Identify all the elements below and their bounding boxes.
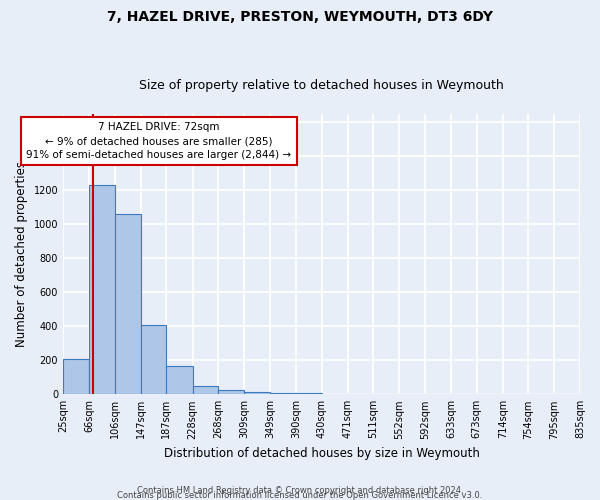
Bar <box>63 360 89 394</box>
Bar <box>193 386 218 394</box>
Bar <box>270 393 296 394</box>
Text: 7, HAZEL DRIVE, PRESTON, WEYMOUTH, DT3 6DY: 7, HAZEL DRIVE, PRESTON, WEYMOUTH, DT3 6… <box>107 10 493 24</box>
X-axis label: Distribution of detached houses by size in Weymouth: Distribution of detached houses by size … <box>164 447 479 460</box>
Bar <box>244 392 270 394</box>
Y-axis label: Number of detached properties: Number of detached properties <box>15 161 28 347</box>
Title: Size of property relative to detached houses in Weymouth: Size of property relative to detached ho… <box>139 79 504 92</box>
Bar <box>89 186 115 394</box>
Text: 7 HAZEL DRIVE: 72sqm
← 9% of detached houses are smaller (285)
91% of semi-detac: 7 HAZEL DRIVE: 72sqm ← 9% of detached ho… <box>26 122 292 160</box>
Text: Contains HM Land Registry data © Crown copyright and database right 2024.: Contains HM Land Registry data © Crown c… <box>137 486 463 495</box>
Text: Contains public sector information licensed under the Open Government Licence v3: Contains public sector information licen… <box>118 491 482 500</box>
Bar <box>218 390 244 394</box>
Bar <box>166 366 193 394</box>
Bar <box>141 324 166 394</box>
Bar <box>115 214 141 394</box>
